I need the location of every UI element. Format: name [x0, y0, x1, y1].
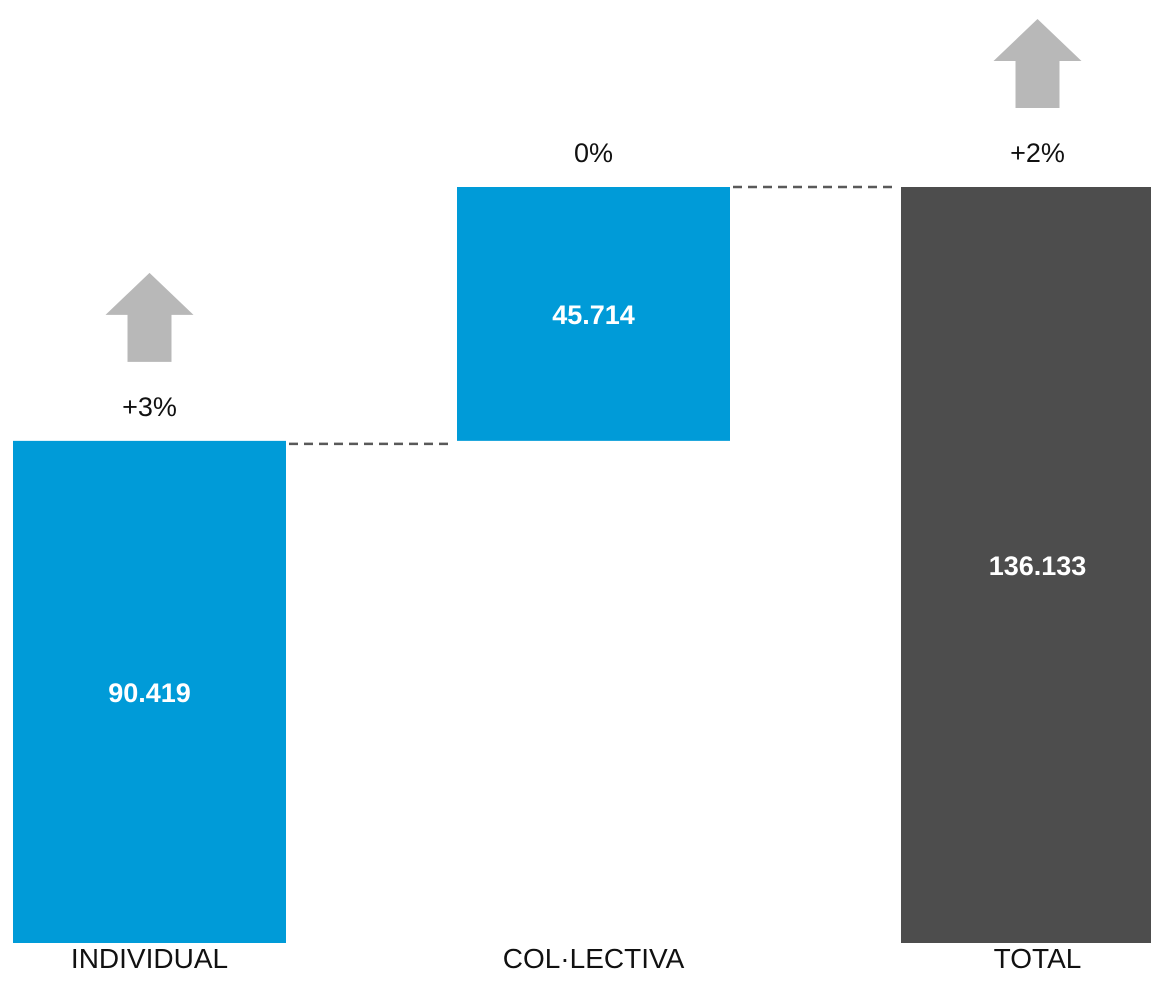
up-arrow-icon — [993, 19, 1082, 108]
change-arrows — [105, 19, 1082, 362]
change-label: +2% — [1010, 138, 1065, 168]
bar-total — [901, 187, 1151, 943]
bars — [13, 187, 1151, 943]
bar-value-label: 90.419 — [108, 678, 191, 708]
category-label: INDIVIDUAL — [71, 943, 228, 974]
bar-value-label: 45.714 — [552, 300, 635, 330]
connector-lines — [289, 185, 893, 446]
change-label: +3% — [122, 392, 177, 422]
bar-col-lectiva — [457, 187, 730, 441]
bar-individual — [13, 440, 286, 943]
change-label: 0% — [574, 138, 613, 168]
category-label: TOTAL — [994, 943, 1082, 974]
bar-value-label: 136.133 — [989, 551, 1087, 581]
up-arrow-icon — [105, 272, 194, 362]
labels: 90.419 INDIVIDUAL 45.714 COL·LECTIVA 136.133… — [71, 138, 1086, 974]
category-label: COL·LECTIVA — [503, 943, 685, 974]
